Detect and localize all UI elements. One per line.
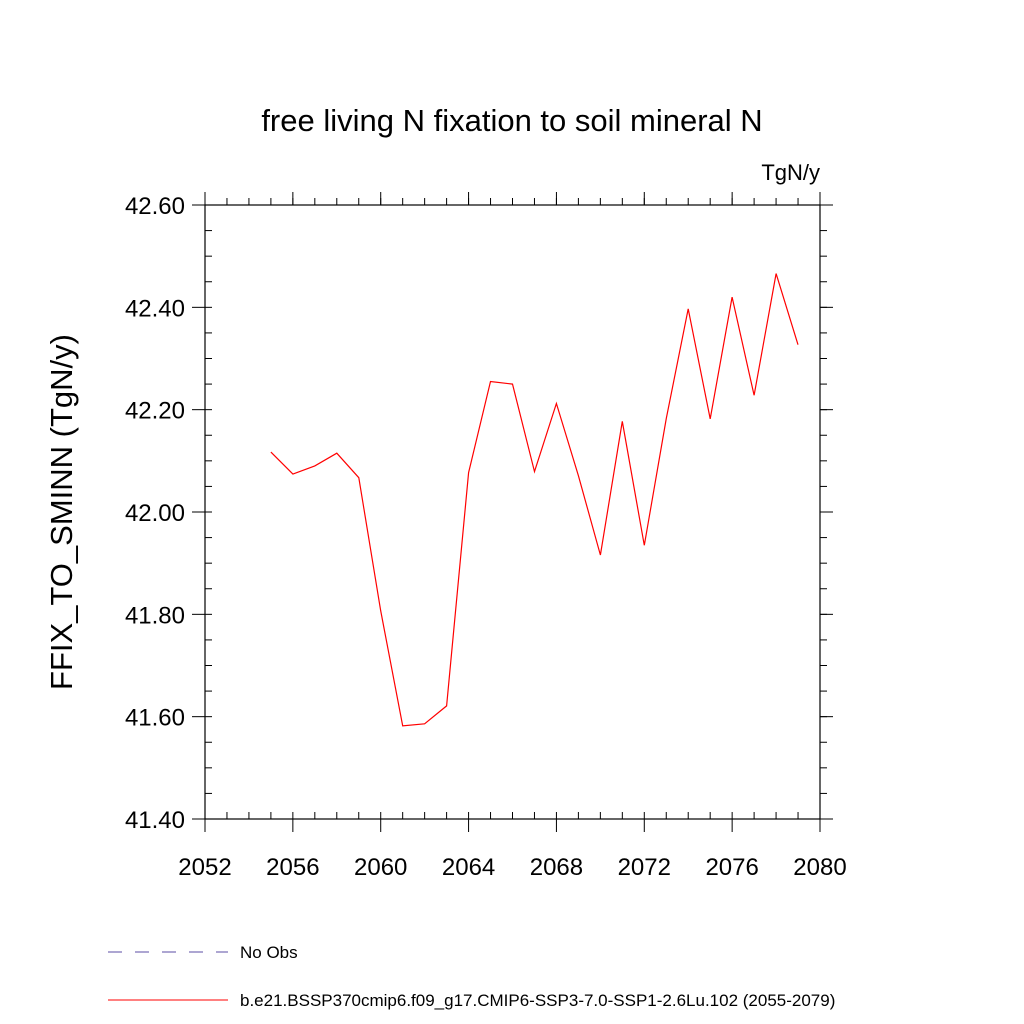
series-line (270, 273, 799, 727)
units-label: TgN/y (761, 160, 820, 185)
data-point (600, 554, 602, 556)
data-point (753, 395, 755, 397)
y-tick-label: 41.80 (125, 602, 185, 629)
x-tick-label: 2052 (178, 854, 231, 881)
legend-label: b.e21.BSSP370cmip6.f09_g17.CMIP6-SSP3-7.… (240, 991, 835, 1010)
y-axis-label: FFIX_TO_SMINN (TgN/y) (44, 334, 79, 690)
x-tick-label: 2068 (530, 854, 583, 881)
plot-area (270, 273, 799, 727)
data-point (314, 465, 316, 467)
data-point (380, 610, 382, 612)
x-tick-label: 2072 (618, 854, 671, 881)
chart-title: free living N fixation to soil mineral N (261, 103, 762, 138)
data-point (665, 418, 667, 420)
data-point (424, 723, 426, 725)
legend-label: No Obs (240, 943, 298, 962)
data-point (775, 273, 777, 275)
data-point (402, 725, 404, 727)
x-tick-label: 2080 (793, 854, 846, 881)
y-tick-label: 42.20 (125, 398, 185, 425)
data-point (270, 451, 272, 453)
data-point (556, 403, 558, 405)
y-tick-label: 42.60 (125, 193, 185, 220)
data-point (622, 421, 624, 423)
data-point (687, 308, 689, 310)
data-point (490, 381, 492, 383)
x-tick-label: 2056 (266, 854, 319, 881)
y-tick-label: 42.00 (125, 500, 185, 527)
data-point (534, 471, 536, 473)
y-tick-label: 41.60 (125, 705, 185, 732)
x-tick-label: 2060 (354, 854, 407, 881)
data-point (643, 544, 645, 546)
y-tick-label: 41.40 (125, 807, 185, 834)
axis-ticks: 41.40 41.60 41.80 42.00 42.20 42.40 42.60 2052 2… (125, 192, 847, 881)
data-point (709, 418, 711, 420)
data-point (358, 477, 360, 479)
data-point (731, 296, 733, 298)
data-point (578, 475, 580, 477)
data-point (797, 344, 799, 346)
plot-frame (204, 204, 821, 820)
data-point (292, 473, 294, 475)
data-point (336, 452, 338, 454)
data-point (512, 383, 514, 385)
x-tick-label: 2064 (442, 854, 495, 881)
x-tick-label: 2076 (705, 854, 758, 881)
data-point (446, 705, 448, 707)
legend: No Obs b.e21.BSSP370cmip6.f09_g17.CMIP6-S… (108, 943, 835, 1010)
y-tick-label: 42.40 (125, 295, 185, 322)
data-point (468, 472, 470, 474)
